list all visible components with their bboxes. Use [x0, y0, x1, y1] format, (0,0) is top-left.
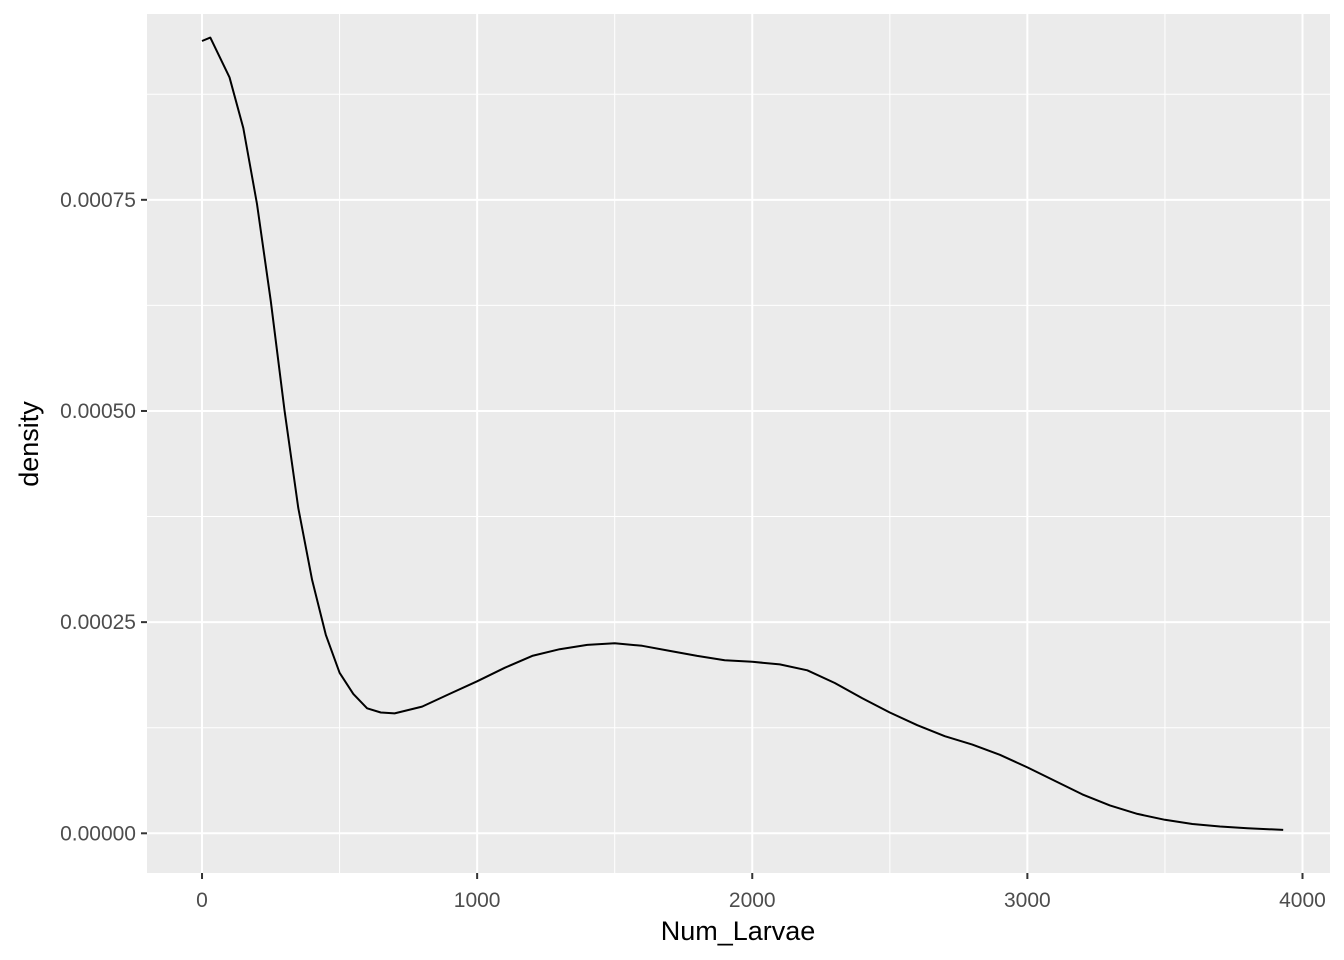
x-tick-label: 1000 [454, 889, 501, 912]
x-tick-label: 4000 [1279, 889, 1326, 912]
x-axis-title: Num_Larvae [661, 916, 816, 946]
x-tick-label: 0 [196, 889, 208, 912]
y-axis-ticks: 0.00000 0.00025 0.00050 0.00075 [60, 189, 147, 845]
density-line [201, 36, 1284, 831]
y-axis-title: density [14, 401, 44, 487]
y-tick-label: 0.00000 [60, 822, 136, 845]
minor-gridlines [147, 14, 1330, 873]
y-tick-label: 0.00075 [60, 189, 136, 212]
x-tick-label: 3000 [1004, 889, 1051, 912]
major-gridlines [147, 14, 1330, 873]
y-tick-label: 0.00025 [60, 611, 136, 634]
density-series [201, 36, 1284, 831]
x-axis-ticks: 0 1000 2000 3000 4000 [196, 873, 1326, 912]
x-tick-label: 2000 [729, 889, 776, 912]
y-tick-label: 0.00050 [60, 400, 136, 423]
plot-panel [147, 14, 1330, 873]
